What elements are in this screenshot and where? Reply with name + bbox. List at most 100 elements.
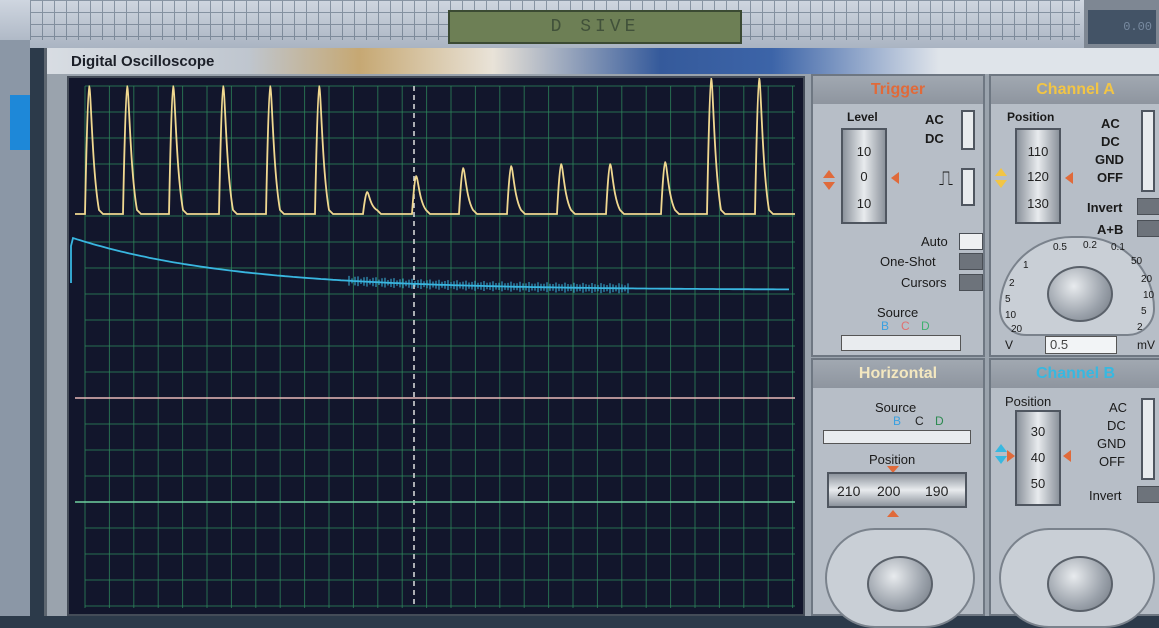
channel-a-units-v: V <box>1005 338 1014 352</box>
channel-a-coupling-switch[interactable] <box>1141 110 1155 192</box>
trigger-source-d[interactable]: D <box>921 319 930 333</box>
horizontal-time-dial <box>825 528 975 628</box>
channel-b-drum-tick: 50 <box>1030 476 1046 491</box>
horizontal-position-tick: 190 <box>925 483 949 499</box>
horizontal-source-b[interactable]: B <box>893 414 902 428</box>
horizontal-position-tick: 200 <box>877 483 901 499</box>
channel-a-aplusb-button[interactable] <box>1137 220 1159 237</box>
channel-b-position-label: Position <box>1005 394 1052 409</box>
title-bar[interactable]: Digital Oscilloscope <box>47 48 1159 74</box>
channel-a-dial-tick: 0.2 <box>1083 240 1097 251</box>
trigger-coupling-switch[interactable] <box>961 110 975 150</box>
channel-a-dial-tick: 20 <box>1141 274 1153 285</box>
scope-display <box>70 78 795 608</box>
trigger-cursors-button[interactable] <box>959 274 983 291</box>
channel-a-position-drum[interactable]: 110 120 130 <box>1015 128 1061 224</box>
channel-a-volts-dial: 0.5 0.2 0.1 50 20 10 5 2 1 2 5 10 20 <box>999 236 1155 336</box>
horizontal-position-drum[interactable]: 210 200 190 <box>827 472 967 508</box>
horizontal-time-knob[interactable] <box>867 556 933 612</box>
channel-a-dial-tick: 5 <box>1141 306 1147 317</box>
trigger-drum-tick: 0 <box>860 169 868 184</box>
trigger-source-label: Source <box>877 305 919 320</box>
channel-a-aplusb-label: A+B <box>1097 222 1124 237</box>
trigger-down-arrow-icon[interactable] <box>823 182 835 190</box>
channel-b-down-arrow-icon[interactable] <box>995 456 1007 464</box>
channel-a-volts-knob[interactable] <box>1047 266 1113 322</box>
channel-a-panel: Channel A Position 110 120 130 AC DC GND… <box>989 74 1159 357</box>
left-selection <box>10 95 30 150</box>
channel-a-dial-tick: 10 <box>1143 290 1155 301</box>
trigger-level-marker-icon <box>891 172 899 184</box>
channel-a-dial-tick: 1 <box>1023 260 1029 271</box>
trigger-one-shot-button[interactable] <box>959 253 983 270</box>
trigger-up-arrow-icon[interactable] <box>823 170 835 178</box>
channel-b-invert-button[interactable] <box>1137 486 1159 503</box>
channel-a-down-arrow-icon[interactable] <box>995 180 1007 188</box>
channel-a-dial-tick: 2 <box>1137 322 1143 333</box>
channel-a-dc-label: DC <box>1101 134 1120 149</box>
horizontal-source-slider[interactable] <box>823 430 971 444</box>
channel-a-position-label: Position <box>1007 110 1055 124</box>
background-lcd: D SIVE <box>448 10 742 44</box>
channel-b-volts-knob[interactable] <box>1047 556 1113 612</box>
trigger-cursors-label: Cursors <box>901 275 947 290</box>
trigger-edge-icon: ⎍ <box>939 168 953 190</box>
horizontal-source-label: Source <box>875 400 917 415</box>
channel-b-gnd-label: GND <box>1097 436 1126 451</box>
channel-a-invert-button[interactable] <box>1137 198 1159 215</box>
channel-b-off-label: OFF <box>1099 454 1125 469</box>
trigger-source-slider[interactable] <box>841 335 961 351</box>
scope-screen <box>67 76 805 616</box>
channel-a-ac-label: AC <box>1101 116 1120 131</box>
channel-b-header: Channel B <box>991 360 1159 388</box>
channel-b-drum-tick: 30 <box>1030 424 1046 439</box>
channel-b-noise <box>348 275 629 294</box>
channel-a-up-arrow-icon[interactable] <box>995 168 1007 176</box>
trigger-level-drum[interactable]: 10 0 10 <box>841 128 887 224</box>
oscilloscope-window: Digital Oscilloscope Trigger Level 10 0 … <box>44 48 1159 628</box>
channel-a-dial-tick: 0.1 <box>1111 242 1125 253</box>
horizontal-position-bottom-marker-icon <box>887 510 899 517</box>
trigger-source-c[interactable]: C <box>901 319 910 333</box>
horizontal-panel: Horizontal Source B C D Position 210 200… <box>811 358 985 628</box>
channel-a-dial-tick: 10 <box>1005 310 1017 321</box>
channel-a-dial-tick: 0.5 <box>1053 242 1067 253</box>
channel-b-up-arrow-icon[interactable] <box>995 444 1007 452</box>
channel-a-dial-tick: 50 <box>1131 256 1143 267</box>
horizontal-position-top-marker-icon <box>887 466 899 473</box>
trigger-ac-label: AC <box>925 112 944 127</box>
trigger-one-shot-label: One-Shot <box>880 254 936 269</box>
channel-b-dc-label: DC <box>1107 418 1126 433</box>
channel-a-dial-tick: 20 <box>1011 324 1023 335</box>
channel-a-value-field[interactable]: 0.5 <box>1045 336 1117 354</box>
channel-a-position-marker-icon <box>1065 172 1073 184</box>
trigger-auto-button[interactable] <box>959 233 983 250</box>
channel-a-drum-tick: 110 <box>1027 144 1049 159</box>
channel-b-coupling-switch[interactable] <box>1141 398 1155 480</box>
channel-a-drum-tick: 120 <box>1027 169 1049 184</box>
channel-a-header: Channel A <box>991 76 1159 104</box>
channel-a-trace <box>75 78 795 215</box>
channel-b-ac-label: AC <box>1109 400 1128 415</box>
channel-a-gnd-label: GND <box>1095 152 1124 167</box>
channel-b-drum-tick: 40 <box>1030 450 1046 465</box>
channel-b-position-drum[interactable]: 30 40 50 <box>1015 410 1061 506</box>
trigger-header: Trigger <box>813 76 983 104</box>
horizontal-header: Horizontal <box>813 360 983 388</box>
trigger-dc-label: DC <box>925 131 944 146</box>
trigger-panel: Trigger Level 10 0 10 AC DC ⎍ Auto One-S… <box>811 74 985 357</box>
trigger-drum-tick: 10 <box>856 196 872 211</box>
trigger-drum-tick: 10 <box>856 144 872 159</box>
horizontal-source-d[interactable]: D <box>935 414 944 428</box>
channel-b-volts-dial <box>999 528 1155 628</box>
horizontal-source-c[interactable]: C <box>915 414 924 428</box>
channel-a-drum-tick: 130 <box>1027 196 1049 211</box>
trigger-level-label: Level <box>847 110 878 124</box>
channel-b-panel: Channel B Position 30 40 50 AC DC GND OF… <box>989 358 1159 628</box>
trigger-edge-switch[interactable] <box>961 168 975 206</box>
window-title: Digital Oscilloscope <box>71 53 215 70</box>
right-lcd: 0.00 <box>1088 10 1156 44</box>
trigger-source-b[interactable]: B <box>881 319 890 333</box>
channel-a-units-mv: mV <box>1137 338 1155 352</box>
channel-a-dial-tick: 2 <box>1009 278 1015 289</box>
